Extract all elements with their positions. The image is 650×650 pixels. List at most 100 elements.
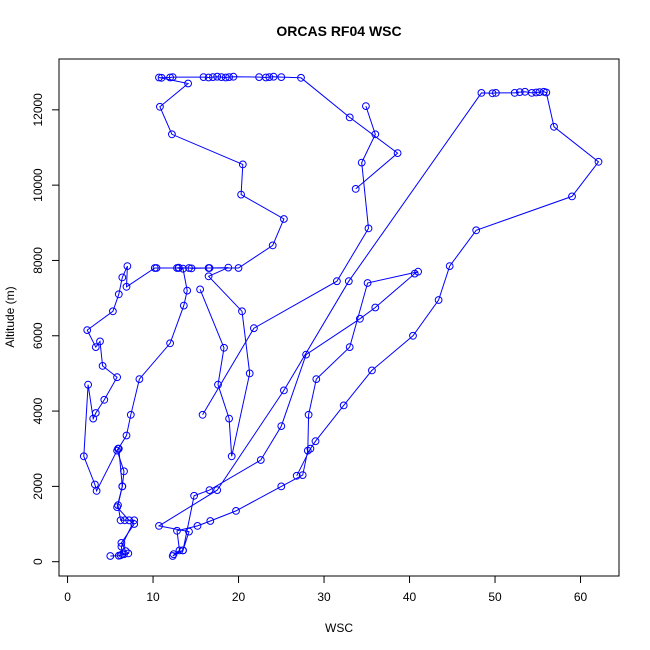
data-point xyxy=(123,262,132,271)
data-point xyxy=(168,130,176,139)
data-point xyxy=(114,501,122,510)
data-point xyxy=(114,444,123,453)
y-axis-label: Altitude (m) xyxy=(3,286,17,347)
data-point xyxy=(265,73,274,81)
data-point xyxy=(333,277,341,286)
data-point xyxy=(220,343,228,352)
data-point xyxy=(568,192,576,201)
data-point xyxy=(204,264,213,272)
data-point xyxy=(304,410,313,419)
data-point xyxy=(232,507,240,515)
data-point xyxy=(168,73,177,81)
data-point xyxy=(488,89,497,98)
x-tick-label: 10 xyxy=(146,590,160,604)
data-point xyxy=(542,88,551,97)
x-axis-label: WSC xyxy=(325,621,353,635)
data-point xyxy=(113,373,121,382)
data-point xyxy=(173,526,181,535)
data-point xyxy=(477,89,486,97)
data-point xyxy=(339,401,348,410)
data-point xyxy=(527,89,536,97)
data-point xyxy=(268,241,277,250)
data-point xyxy=(250,324,258,333)
data-point xyxy=(225,73,234,81)
data-point xyxy=(362,102,370,110)
data-point xyxy=(205,486,214,495)
data-point xyxy=(196,285,205,294)
x-tick-label: 0 xyxy=(64,590,71,604)
data-point xyxy=(117,542,126,551)
data-point xyxy=(238,160,247,169)
data-point xyxy=(510,89,519,97)
series-line xyxy=(157,91,600,557)
data-point xyxy=(345,343,354,352)
series-2 xyxy=(198,102,380,419)
data-point xyxy=(277,73,286,81)
data-point xyxy=(175,546,184,555)
data-point xyxy=(193,522,202,530)
series-1 xyxy=(106,263,254,560)
data-point xyxy=(472,226,481,235)
x-tick-label: 60 xyxy=(574,590,588,604)
data-point xyxy=(174,264,183,272)
y-tick-label: 6000 xyxy=(31,322,45,349)
data-point xyxy=(184,79,193,88)
data-point xyxy=(234,264,243,272)
data-point xyxy=(96,337,104,346)
data-point xyxy=(229,72,238,81)
data-point xyxy=(515,88,524,96)
data-point xyxy=(206,517,215,525)
data-point xyxy=(157,73,166,82)
data-point xyxy=(130,516,139,525)
data-point xyxy=(79,452,88,461)
data-point xyxy=(118,482,127,491)
data-point xyxy=(344,277,353,286)
data-point xyxy=(84,380,92,389)
data-point xyxy=(89,414,98,423)
data-point xyxy=(277,482,286,491)
data-point xyxy=(255,73,264,81)
data-point xyxy=(91,343,100,352)
data-point xyxy=(109,307,117,316)
data-point xyxy=(98,362,107,370)
data-point xyxy=(303,446,312,455)
data-point xyxy=(414,267,423,276)
data-point xyxy=(118,273,127,282)
y-tick-label: 4000 xyxy=(31,397,45,424)
data-point xyxy=(434,296,443,304)
y-tick-label: 2000 xyxy=(31,473,45,500)
data-point xyxy=(245,369,254,378)
data-point xyxy=(155,73,163,82)
data-point xyxy=(445,262,454,271)
data-point xyxy=(156,102,164,111)
data-point xyxy=(126,410,135,419)
y-tick-label: 10000 xyxy=(31,168,45,202)
data-point xyxy=(256,456,265,464)
data-point xyxy=(135,375,144,384)
data-point xyxy=(213,72,222,81)
data-point xyxy=(550,122,558,131)
series-3 xyxy=(79,72,402,559)
data-point xyxy=(120,516,129,525)
data-point xyxy=(122,431,131,440)
data-point xyxy=(306,444,315,453)
data-point xyxy=(83,326,92,335)
data-point xyxy=(302,350,311,359)
x-axis: 0 10 20 30 40 50 60 xyxy=(64,575,588,604)
series-layer xyxy=(79,72,603,560)
data-point xyxy=(345,113,354,122)
y-tick-label: 12000 xyxy=(31,93,45,127)
data-point xyxy=(150,264,159,272)
y-tick-label: 0 xyxy=(31,558,45,565)
data-point xyxy=(594,157,603,166)
data-point xyxy=(532,88,540,97)
data-point xyxy=(225,414,234,423)
data-point xyxy=(204,272,213,281)
data-point xyxy=(280,386,288,395)
data-point xyxy=(166,73,175,82)
data-point xyxy=(393,149,402,158)
data-point xyxy=(198,410,207,419)
data-point xyxy=(179,301,188,310)
data-point xyxy=(356,314,364,323)
